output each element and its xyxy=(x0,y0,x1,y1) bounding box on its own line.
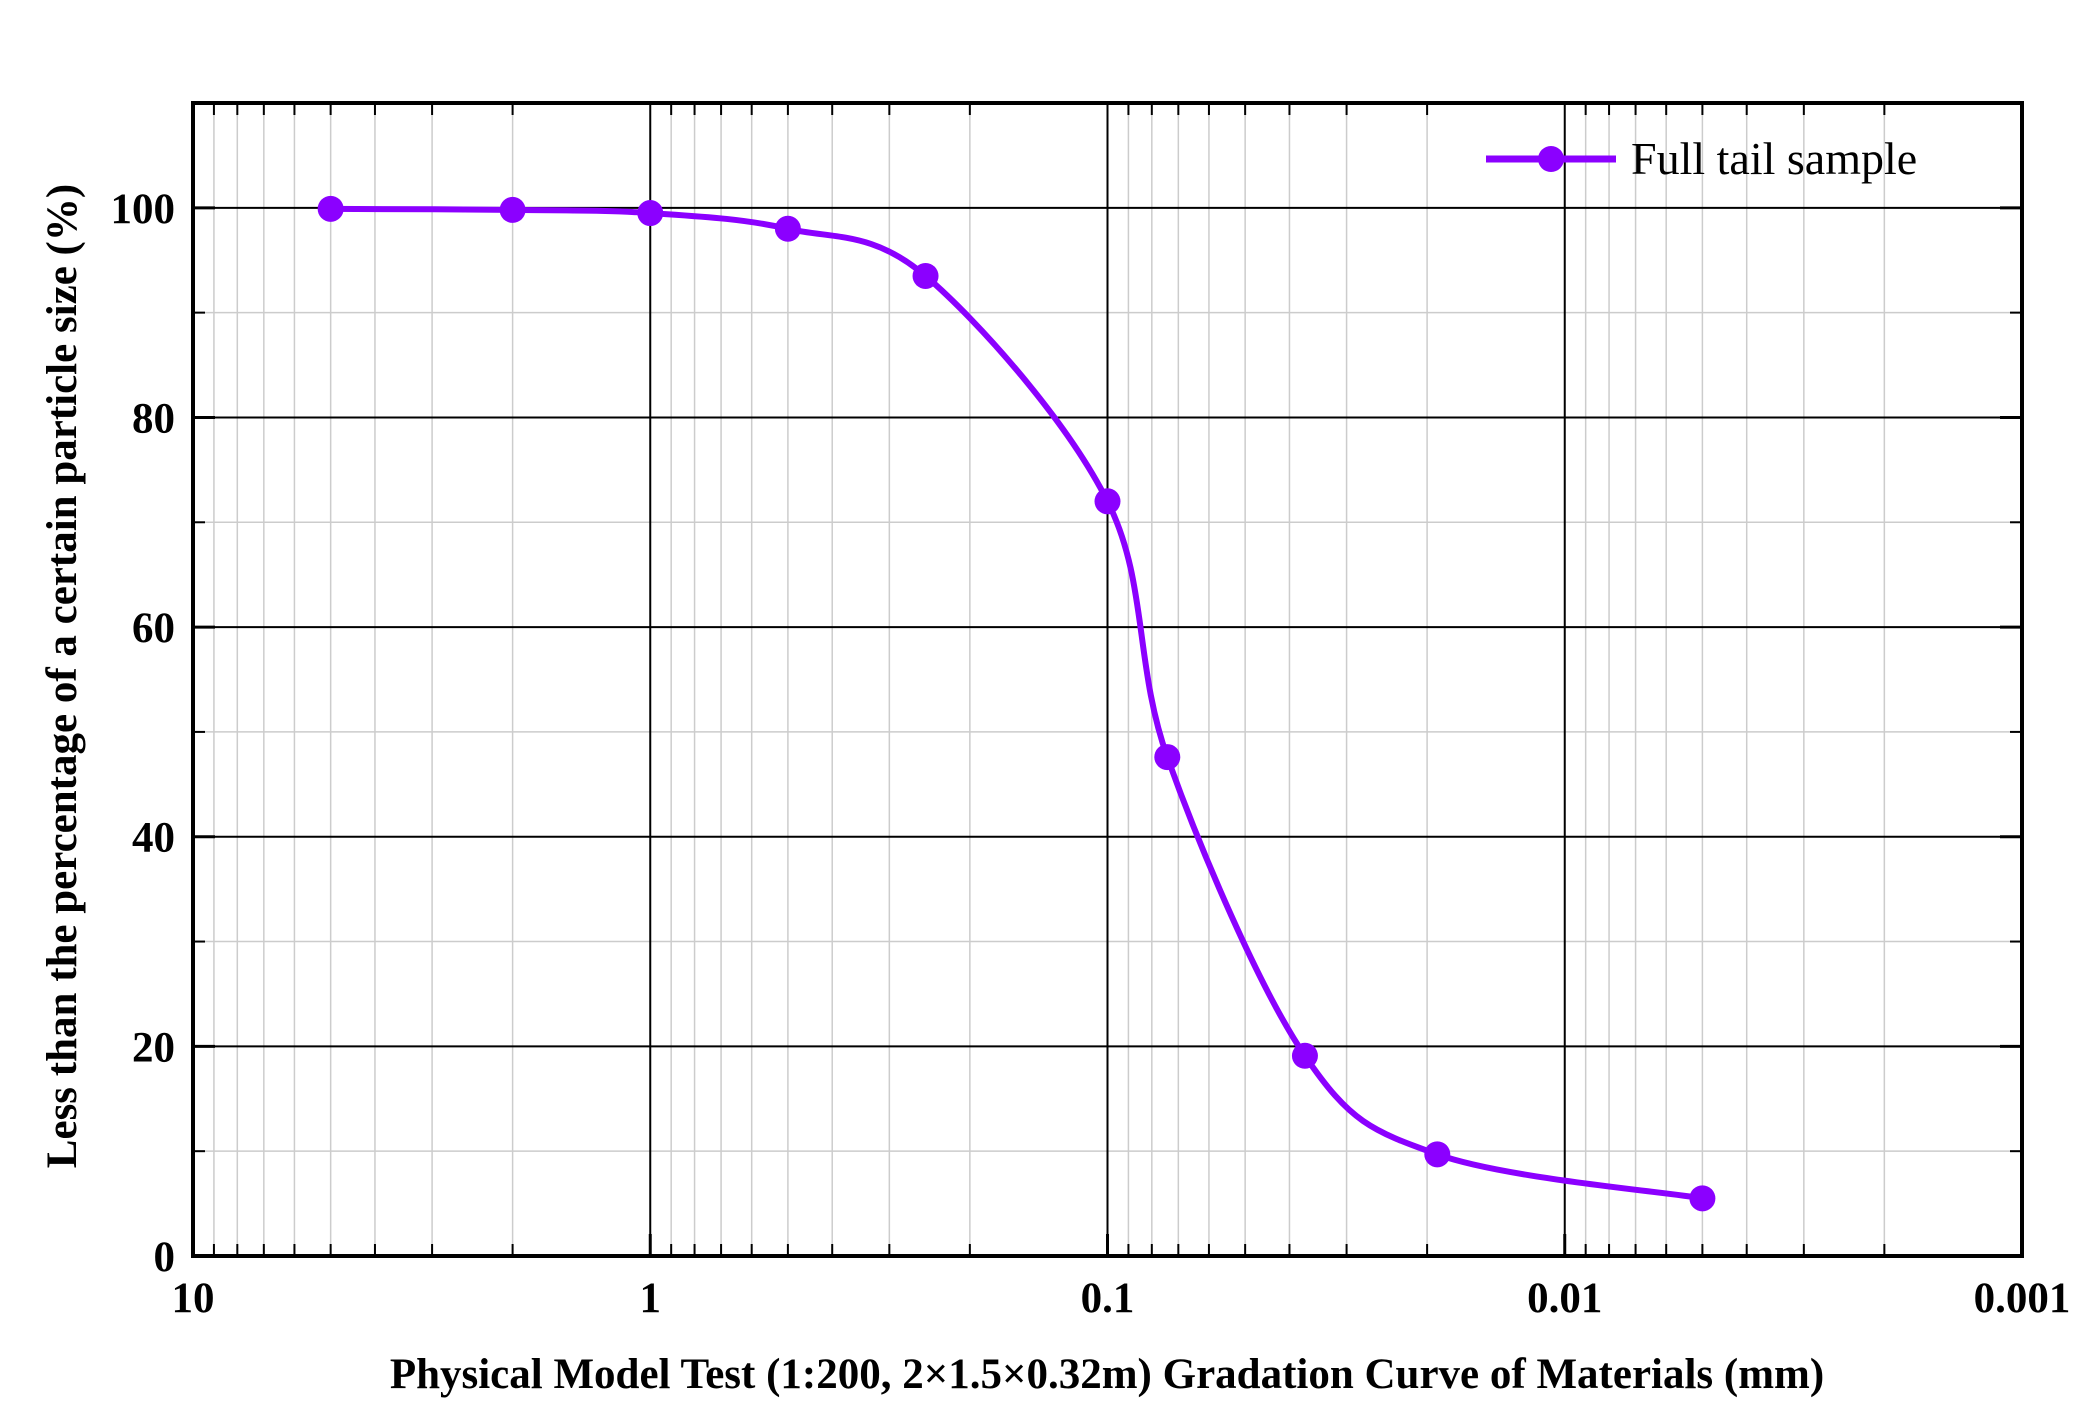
data-point xyxy=(1291,1042,1318,1069)
y-tick-label: 20 xyxy=(132,1024,175,1071)
legend: Full tail sample xyxy=(1486,133,1917,184)
x-tick-label: 0.001 xyxy=(1974,1275,2071,1322)
x-axis-title: Physical Model Test (1:200, 2×1.5×0.32m)… xyxy=(390,1351,1824,1398)
y-tick-label: 100 xyxy=(111,186,176,233)
y-tick-label: 60 xyxy=(132,605,175,652)
x-tick-label: 1 xyxy=(640,1275,662,1322)
x-tick-label: 0.1 xyxy=(1081,1275,1135,1322)
x-tick-label: 10 xyxy=(172,1275,215,1322)
series-layer xyxy=(317,195,1716,1212)
plot-frame xyxy=(191,101,2024,1258)
data-point xyxy=(1689,1185,1716,1212)
data-point xyxy=(499,196,526,223)
series-line xyxy=(330,205,1703,1202)
y-tick-label: 0 xyxy=(154,1234,176,1281)
data-point xyxy=(1154,744,1181,771)
x-tick-label: 0.01 xyxy=(1527,1275,1602,1322)
y-axis-title: Less than the percentage of a certain pa… xyxy=(39,184,86,1168)
y-tick-label: 40 xyxy=(132,815,175,862)
data-point xyxy=(637,200,664,227)
data-point xyxy=(1424,1141,1451,1168)
legend-label-full-tail-sample: Full tail sample xyxy=(1631,133,1917,184)
data-point xyxy=(912,262,939,289)
minor-grid xyxy=(193,103,2022,1256)
data-point xyxy=(774,215,801,242)
data-point xyxy=(1094,488,1121,515)
legend-marker-swatch xyxy=(1538,146,1564,172)
tick-labels: 10 1 0.1 0.01 0.001 0 20 40 60 80 100 xyxy=(111,186,2071,1322)
major-grid xyxy=(192,103,2023,1256)
data-point xyxy=(317,195,344,222)
y-tick-label: 80 xyxy=(132,395,175,442)
